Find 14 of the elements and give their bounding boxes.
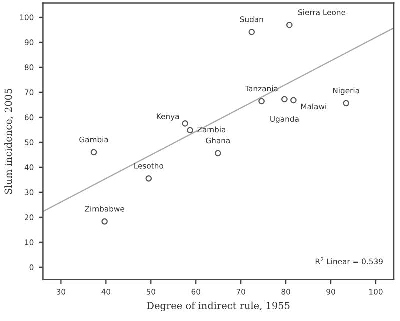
- point: [214, 150, 222, 157]
- point: [343, 100, 350, 107]
- point: [182, 120, 188, 127]
- point: [146, 176, 152, 182]
- y-axis-title: Slum incidence, 2005: [4, 89, 14, 194]
- point: [90, 149, 98, 156]
- point: [102, 218, 108, 225]
- point: [286, 22, 293, 28]
- point: [290, 97, 297, 104]
- point: [258, 98, 265, 105]
- x-axis-title: Degree of indirect rule, 1955: [147, 302, 290, 312]
- point: [282, 96, 288, 103]
- point: [187, 127, 194, 134]
- point: [248, 29, 256, 36]
